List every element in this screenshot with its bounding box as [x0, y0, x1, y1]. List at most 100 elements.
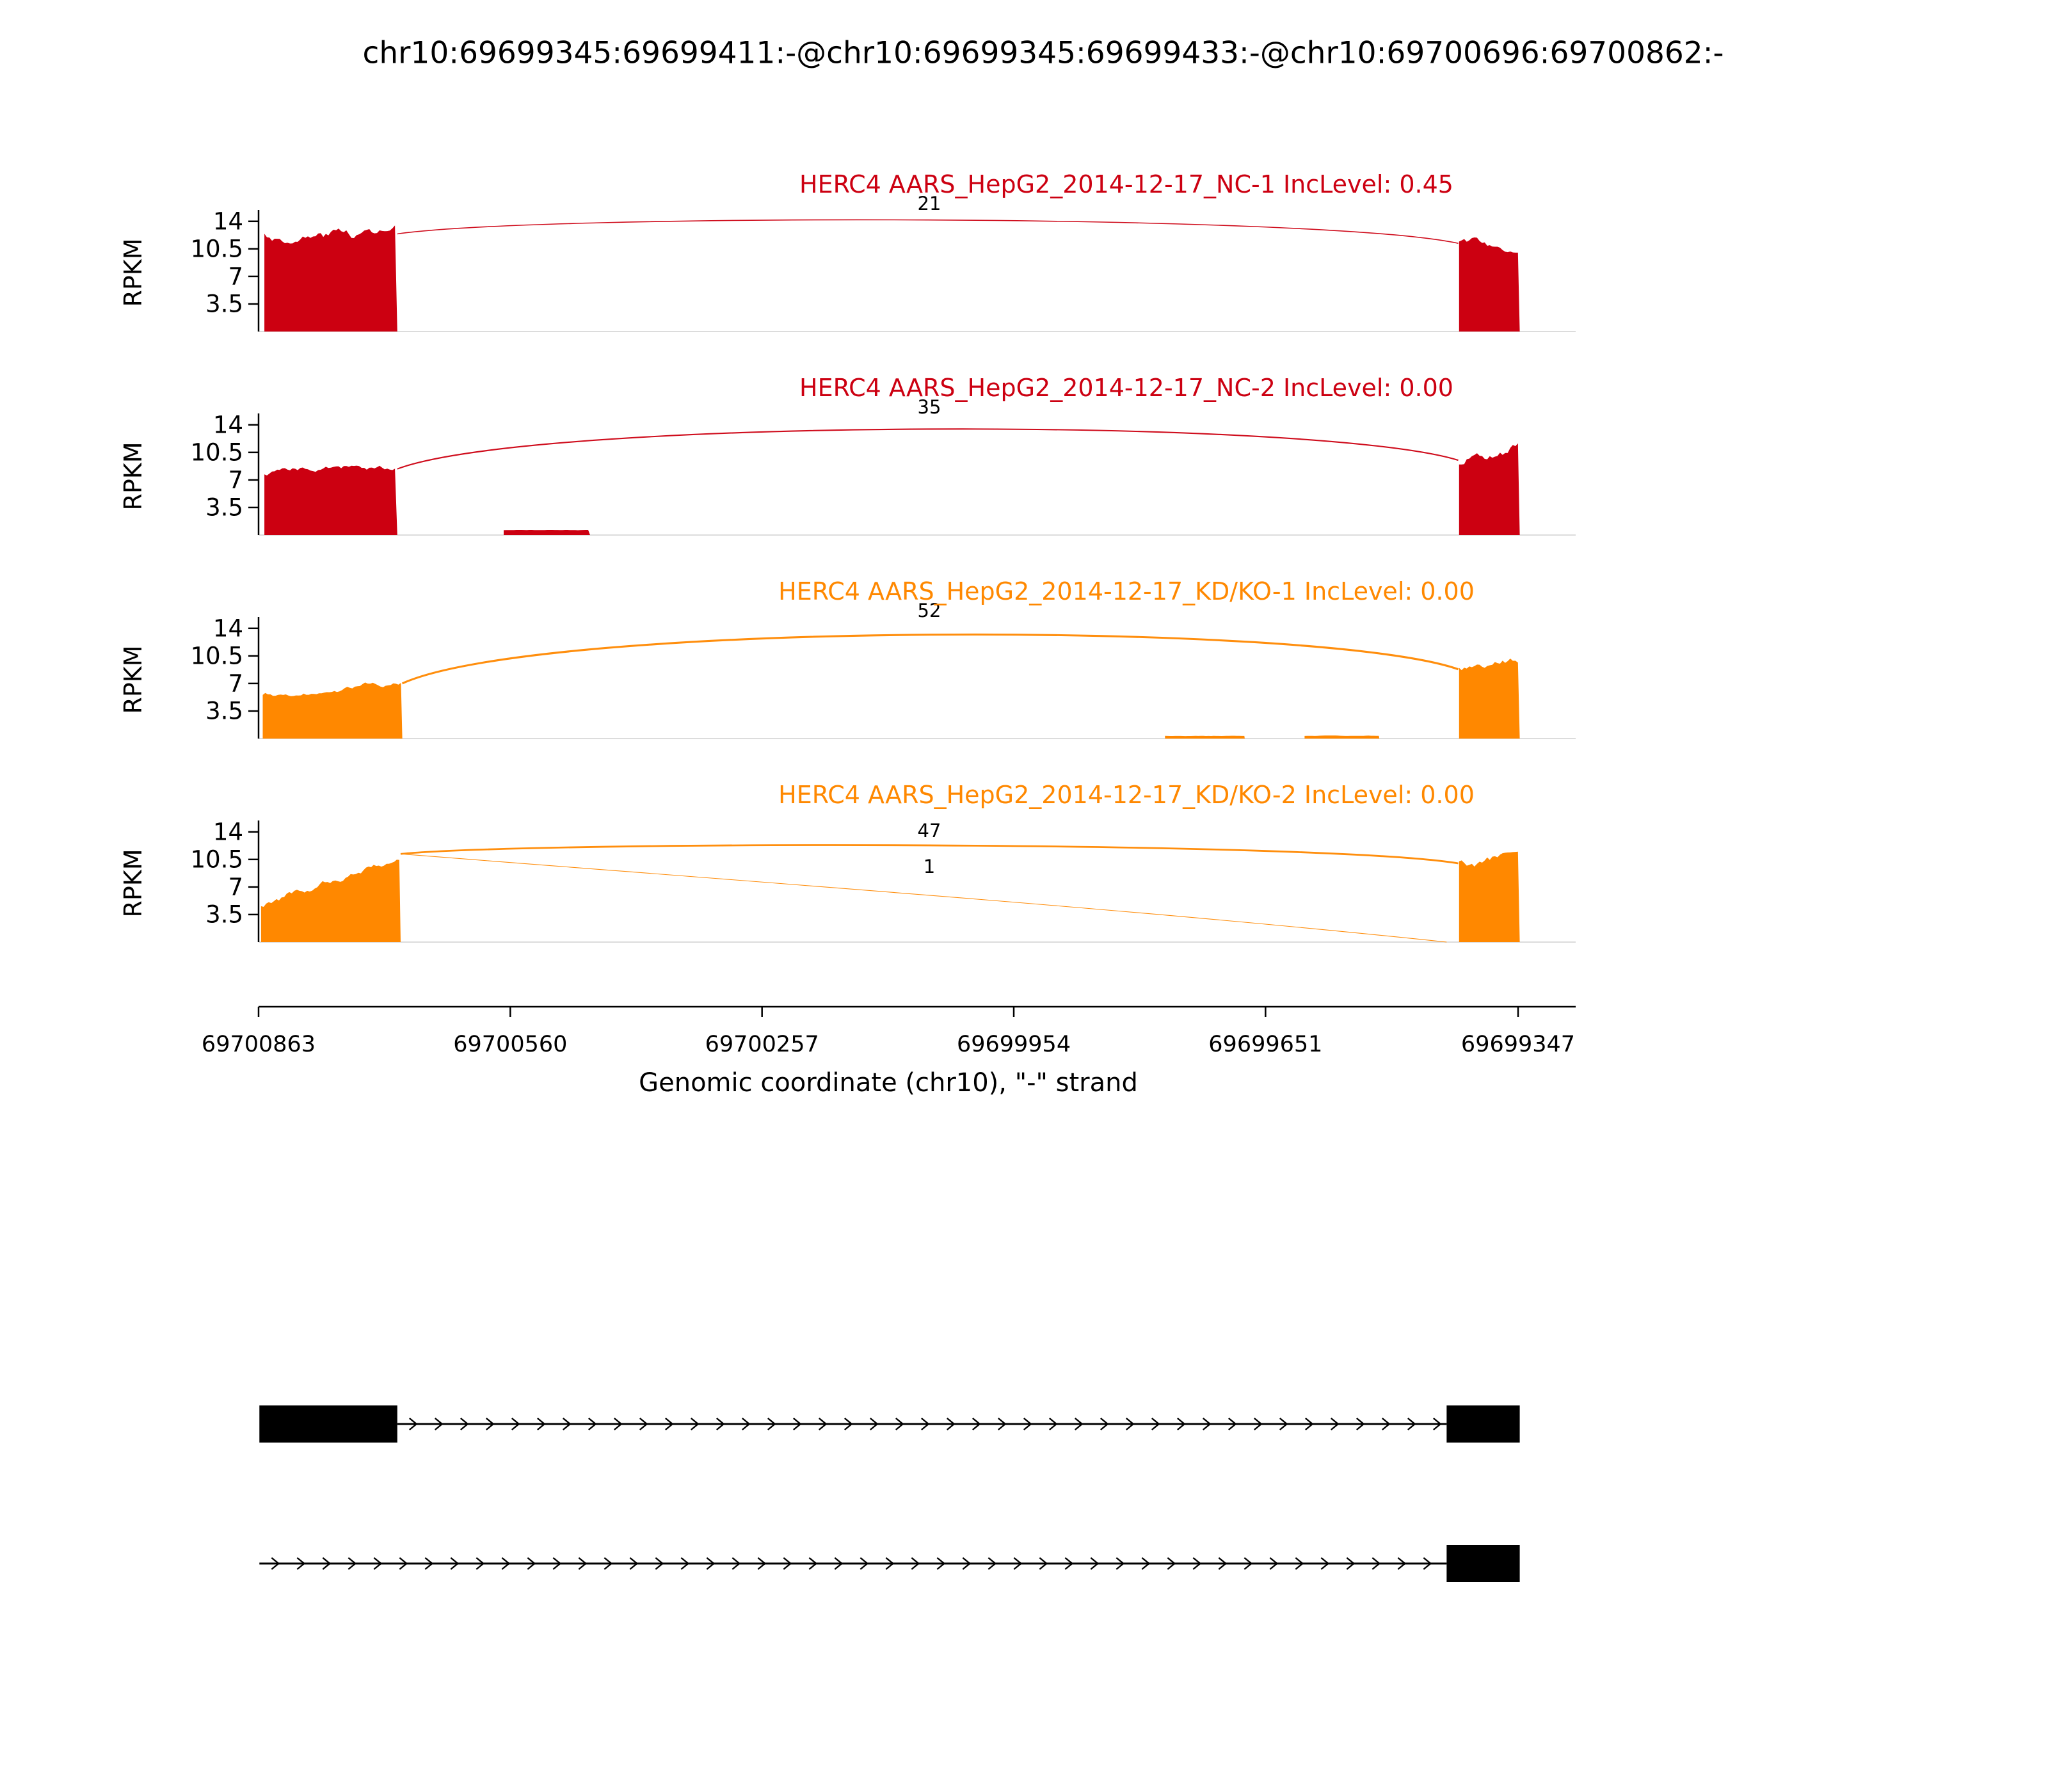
intron-arrow	[639, 1418, 648, 1430]
intron-arrow	[742, 1418, 751, 1430]
coverage-block	[1459, 443, 1520, 535]
intron-arrow	[921, 1418, 930, 1430]
intron-arrow	[450, 1557, 460, 1570]
intron-arrow	[435, 1418, 444, 1430]
coverage-block	[260, 860, 401, 942]
intron-arrow	[501, 1557, 511, 1570]
coverage-block	[1459, 237, 1520, 332]
intron-arrow	[1433, 1418, 1442, 1430]
intron-arrow	[424, 1557, 434, 1570]
intron-arrow	[1116, 1557, 1125, 1570]
intron-arrow	[1305, 1418, 1314, 1430]
intron-arrow	[1177, 1418, 1186, 1430]
intron-arrow	[767, 1418, 776, 1430]
intron-arrow	[895, 1418, 904, 1430]
intron-arrow	[476, 1557, 485, 1570]
intron-arrow	[706, 1557, 716, 1570]
exon-box	[1446, 1405, 1520, 1443]
intron-arrow	[1254, 1418, 1263, 1430]
intron-arrow	[793, 1418, 802, 1430]
intron-arrow	[691, 1418, 700, 1430]
intron-arrow	[604, 1557, 613, 1570]
intron-arrow	[680, 1557, 690, 1570]
intron-arrow	[1049, 1418, 1058, 1430]
intron-arrow	[783, 1557, 792, 1570]
intron-arrow	[1064, 1557, 1074, 1570]
coverage-block	[1304, 735, 1380, 739]
coverage-block	[264, 465, 397, 535]
intron-arrow	[962, 1557, 972, 1570]
coverage-block	[1165, 735, 1245, 739]
intron-arrow	[1167, 1557, 1176, 1570]
coverage-block	[1459, 851, 1520, 942]
intron-arrow	[1039, 1557, 1048, 1570]
intron-arrow	[998, 1418, 1007, 1430]
figure-title: chr10:69699345:69699411:-@chr10:69699345…	[362, 35, 1724, 71]
intron-arrow	[870, 1418, 879, 1430]
intron-arrow	[655, 1557, 664, 1570]
intron-arrow	[373, 1557, 383, 1570]
intron-arrow	[1372, 1557, 1381, 1570]
intron-arrow	[834, 1557, 844, 1570]
intron-arrow	[588, 1418, 597, 1430]
intron-arrow	[885, 1557, 895, 1570]
intron-arrow	[486, 1418, 495, 1430]
intron-arrow	[1279, 1418, 1288, 1430]
intron-arrow	[1203, 1418, 1212, 1430]
exon-box	[259, 1405, 397, 1443]
intron-arrow	[629, 1557, 639, 1570]
junction-arc	[400, 844, 1459, 865]
coverage-block	[1459, 659, 1520, 739]
intron-arrow	[819, 1418, 828, 1430]
intron-arrow	[1126, 1418, 1135, 1430]
intron-arrow	[399, 1557, 408, 1570]
intron-arrow	[1192, 1557, 1202, 1570]
intron-arrow	[348, 1557, 357, 1570]
intron-arrow	[296, 1557, 306, 1570]
intron-arrow	[409, 1418, 418, 1430]
intron-arrow	[1331, 1418, 1340, 1430]
intron-arrow	[1100, 1418, 1109, 1430]
intron-arrow	[1141, 1557, 1151, 1570]
intron-arrow	[1320, 1557, 1330, 1570]
intron-arrow	[537, 1418, 546, 1430]
x-axis-title: Genomic coordinate (chr10), "-" strand	[639, 1068, 1138, 1098]
intron-arrow	[947, 1418, 956, 1430]
intron-arrow	[732, 1557, 741, 1570]
junction-arc	[397, 219, 1459, 244]
intron-arrow	[552, 1557, 562, 1570]
intron-arrow	[1151, 1418, 1160, 1430]
junction-arc	[401, 633, 1459, 685]
intron-arrow	[1407, 1418, 1416, 1430]
intron-arrow	[1423, 1557, 1432, 1570]
intron-arrow	[988, 1557, 997, 1570]
intron-arrow	[271, 1557, 280, 1570]
intron-arrow	[511, 1418, 520, 1430]
intron-arrow	[1244, 1557, 1253, 1570]
intron-arrow	[322, 1557, 332, 1570]
coverage-block	[262, 682, 403, 739]
intron-arrow	[460, 1418, 469, 1430]
intron-arrow	[808, 1557, 818, 1570]
intron-arrow	[1346, 1557, 1356, 1570]
intron-arrow	[844, 1418, 853, 1430]
intron-arrow	[1295, 1557, 1304, 1570]
coverage-block	[504, 530, 590, 535]
intron-arrow	[860, 1557, 869, 1570]
intron-arrow	[716, 1418, 725, 1430]
intron-arrow	[972, 1418, 981, 1430]
intron-arrow	[936, 1557, 946, 1570]
intron-arrow	[1023, 1418, 1032, 1430]
intron-arrow	[1218, 1557, 1228, 1570]
intron-arrow	[1013, 1557, 1023, 1570]
intron-arrow	[1397, 1557, 1407, 1570]
intron-arrow	[757, 1557, 767, 1570]
intron-arrow	[527, 1557, 536, 1570]
intron-arrow	[1269, 1557, 1279, 1570]
junction-arc	[400, 853, 1447, 943]
intron-arrow	[1382, 1418, 1391, 1430]
junction-arc	[397, 428, 1459, 470]
intron-arrow	[563, 1418, 572, 1430]
